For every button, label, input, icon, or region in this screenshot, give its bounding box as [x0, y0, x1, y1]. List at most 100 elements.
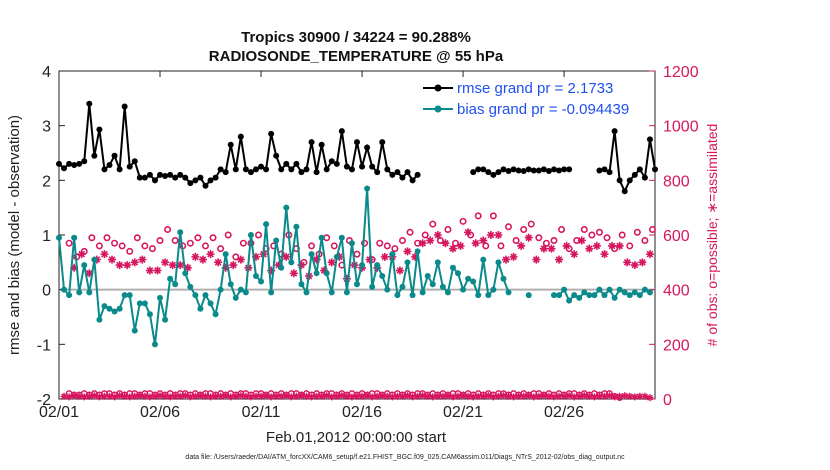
obs-assimilated-marker-low — [267, 393, 275, 401]
bias-point — [247, 232, 254, 238]
bias-point — [379, 273, 386, 279]
obs-assimilated-marker-low — [156, 392, 164, 400]
obs-assimilated-marker — [562, 241, 571, 250]
rmse-point — [606, 169, 613, 176]
obs-assimilated-marker-low — [525, 392, 533, 400]
obs-possible-marker — [201, 242, 209, 250]
obs-assimilated-marker-low — [302, 392, 310, 400]
obs-assimilated-marker — [517, 241, 526, 250]
obs-assimilated-marker-low — [292, 392, 300, 400]
obs-assimilated-marker — [77, 250, 86, 259]
rmse-point — [141, 174, 148, 181]
bias-point — [505, 289, 512, 296]
x-tick-label: 02/01 — [39, 404, 79, 421]
rmse-point — [601, 166, 608, 173]
obs-possible-marker — [512, 236, 520, 244]
obs-assimilated-marker-low — [555, 392, 563, 400]
obs-assimilated-marker — [471, 239, 480, 248]
rmse-point — [146, 171, 153, 178]
rmse-point — [126, 163, 133, 170]
bias-point — [106, 305, 113, 312]
rmse-point — [217, 166, 224, 173]
bias-point — [576, 294, 583, 301]
bias-point — [475, 292, 482, 299]
bias-point — [606, 286, 613, 293]
rmse-point — [298, 169, 305, 176]
obs-possible-marker — [118, 242, 126, 250]
obs-assimilated-marker — [70, 263, 79, 272]
x-tick-label: 02/26 — [544, 404, 584, 421]
rmse-point — [101, 166, 108, 173]
obs-possible-marker — [421, 231, 429, 239]
rmse-point — [374, 169, 381, 176]
obs-assimilated-marker — [274, 261, 283, 270]
rmse-point — [91, 152, 98, 159]
bias-point — [96, 316, 103, 323]
legend-bias-label: bias grand pr = -0.094439 — [457, 101, 629, 118]
rmse-point — [81, 158, 88, 165]
y-tick-label: 3 — [42, 119, 51, 136]
bias-point — [424, 273, 431, 279]
obs-assimilated-marker-low — [585, 392, 593, 400]
rmse-point — [318, 141, 325, 148]
obs-assimilated-marker-low — [499, 392, 507, 400]
obs-possible-marker — [633, 228, 641, 236]
obs-assimilated-marker-low — [247, 393, 255, 401]
obs-assimilated-marker — [426, 236, 435, 245]
bias-point — [581, 289, 588, 296]
bias-point — [293, 223, 300, 230]
bias-point — [586, 292, 593, 299]
bias-point — [444, 289, 451, 296]
bias-point — [151, 341, 158, 348]
obs-possible-marker — [111, 239, 119, 247]
obs-assimilated-marker — [502, 255, 510, 264]
y-axis-label: rmse and bias (model - observation) — [6, 115, 23, 355]
obs-assimilated-marker-low — [545, 392, 553, 400]
bias-point — [258, 278, 265, 285]
obs-possible-marker — [330, 242, 338, 250]
obs-assimilated-marker-low — [454, 392, 462, 400]
bias-point — [414, 248, 421, 255]
obs-assimilated-marker-low — [363, 392, 371, 400]
obs-assimilated-marker-low — [580, 392, 588, 400]
bias-point — [338, 234, 345, 241]
rmse-point — [212, 174, 219, 181]
obs-possible-marker — [391, 245, 399, 253]
rmse-point — [343, 163, 350, 170]
obs-assimilated-marker-low — [444, 392, 452, 400]
bias-point — [222, 251, 229, 258]
bias-point — [136, 300, 143, 307]
bias-point — [101, 303, 108, 310]
obs-assimilated-marker-low — [121, 392, 129, 400]
y-tick-label: 1 — [42, 228, 51, 245]
obs-assimilated-marker — [608, 241, 617, 250]
bias-point — [566, 297, 573, 304]
bias-point — [470, 278, 477, 285]
obs-assimilated-marker-low — [424, 392, 432, 400]
obs-assimilated-marker-low — [80, 393, 88, 401]
rmse-point — [545, 168, 552, 175]
data-file-footnote: data file: /Users/raeder/DAI/ATM_forcXX/… — [185, 454, 625, 461]
obs-assimilated-marker — [441, 239, 450, 248]
obs-assimilated-marker-low — [323, 392, 331, 400]
legend-rmse-label: rmse grand pr = 2.1733 — [457, 80, 613, 97]
bias-point — [369, 283, 376, 290]
rmse-point — [136, 174, 143, 181]
y-tick-label: 4 — [42, 64, 51, 81]
bias-point — [283, 204, 290, 211]
rmse-point — [399, 174, 406, 181]
bias-point — [172, 281, 179, 288]
obs-assimilated-marker-low — [313, 392, 321, 400]
obs-assimilated-marker — [108, 255, 117, 264]
obs-assimilated-marker — [327, 258, 336, 267]
obs-assimilated-marker — [456, 241, 465, 250]
obs-possible-marker — [429, 220, 437, 228]
rmse-point — [207, 177, 214, 184]
rmse-point — [192, 177, 199, 184]
obs-assimilated-marker — [138, 255, 147, 264]
obs-possible-marker — [126, 247, 134, 255]
bias-point — [202, 292, 209, 299]
bias-point — [409, 292, 416, 299]
obs-assimilated-marker — [115, 261, 124, 270]
